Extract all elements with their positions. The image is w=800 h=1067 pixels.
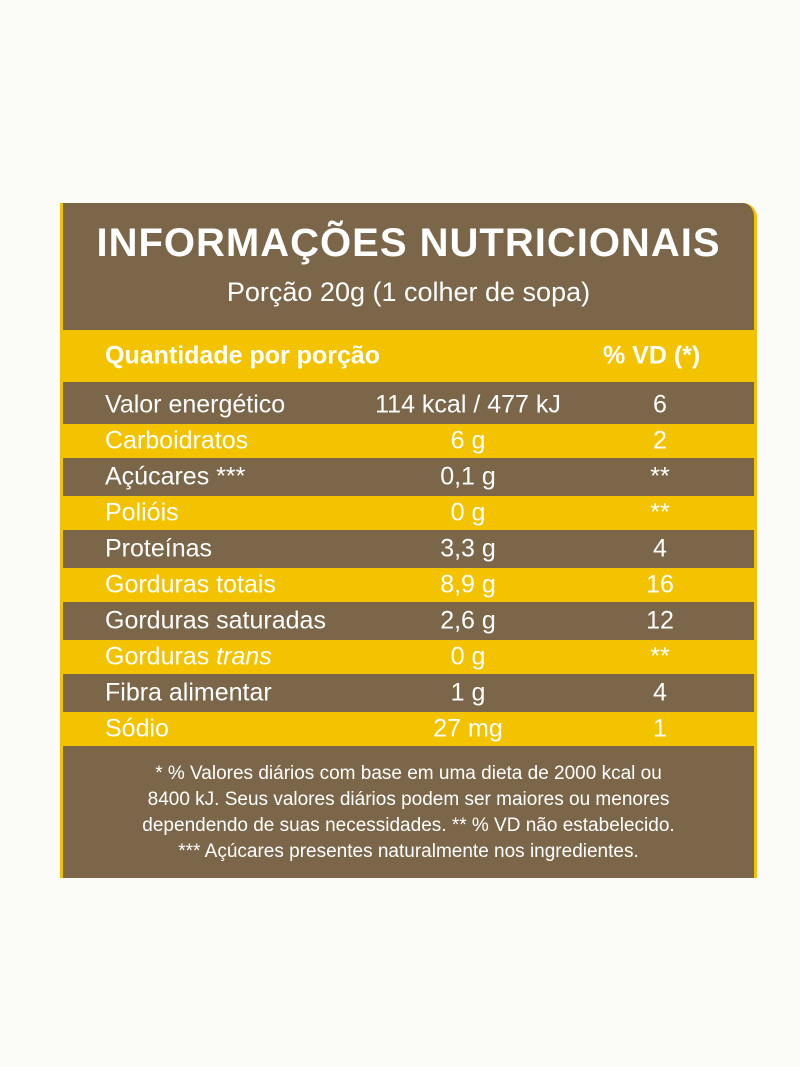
row-amount: 2,6 g xyxy=(440,606,496,635)
table-row: Carboidratos 6 g 2 xyxy=(63,424,754,458)
row-label: Fibra alimentar xyxy=(105,678,272,707)
row-dv: ** xyxy=(650,642,670,671)
row-label: Proteínas xyxy=(105,534,213,563)
nutrition-panel: INFORMAÇÕES NUTRICIONAIS Porção 20g (1 c… xyxy=(60,203,757,878)
row-dv: 4 xyxy=(653,678,667,707)
table-row: Fibra alimentar 1 g 4 xyxy=(63,676,754,710)
header-row: Quantidade por porção % VD (*) xyxy=(63,330,754,382)
table-row: Gorduras totais 8,9 g 16 xyxy=(63,568,754,602)
row-dv: 16 xyxy=(646,570,674,599)
row-label: Açúcares *** xyxy=(105,462,246,491)
row-dv: ** xyxy=(650,498,670,527)
table-row: Gorduras saturadas 2,6 g 12 xyxy=(63,604,754,638)
row-label: Gorduras totais xyxy=(105,570,276,599)
footnote-line: * % Valores diários com base em uma diet… xyxy=(155,763,662,784)
table-row: Sódio 27 mg 1 xyxy=(63,712,754,746)
row-label: Valor energético xyxy=(105,390,286,419)
table-row: Polióis 0 g ** xyxy=(63,496,754,530)
row-dv: 6 xyxy=(653,390,667,419)
row-label: Carboidratos xyxy=(105,426,249,455)
table-row: Proteínas 3,3 g 4 xyxy=(63,532,754,566)
row-label-italic: trans xyxy=(216,642,272,671)
column-header: Quantidade por porção xyxy=(105,341,381,370)
row-dv: 4 xyxy=(653,534,667,563)
row-label: Sódio xyxy=(105,714,169,743)
footnote-line: dependendo de suas necessidades. ** % VD… xyxy=(142,815,675,836)
footnote-line: *** Açúcares presentes naturalmente nos … xyxy=(178,841,639,862)
column-header: % VD (*) xyxy=(603,341,701,370)
row-dv: 1 xyxy=(653,714,667,743)
row-label: Gorduras trans xyxy=(105,642,272,671)
table-row: Valor energético 114 kcal / 477 kJ 6 xyxy=(63,388,754,422)
row-dv: 2 xyxy=(653,426,667,455)
row-label: Gorduras saturadas xyxy=(105,606,326,635)
row-label: Polióis xyxy=(105,498,179,527)
row-amount: 0 g xyxy=(450,642,486,671)
row-amount: 1 g xyxy=(450,678,486,707)
title: INFORMAÇÕES NUTRICIONAIS xyxy=(96,221,721,265)
row-dv: 12 xyxy=(646,606,674,635)
table-row: Gorduras trans 0 g ** xyxy=(63,640,754,674)
row-amount: 0,1 g xyxy=(440,462,496,491)
row-amount: 114 kcal / 477 kJ xyxy=(375,390,561,419)
row-amount: 27 mg xyxy=(433,714,503,743)
row-amount: 8,9 g xyxy=(440,570,496,599)
row-dv: ** xyxy=(650,462,670,491)
footnote-line: 8400 kJ. Seus valores diários podem ser … xyxy=(147,789,670,810)
row-amount: 3,3 g xyxy=(440,534,496,563)
row-amount: 0 g xyxy=(450,498,486,527)
table-row: Açúcares *** 0,1 g ** xyxy=(63,460,754,494)
subtitle: Porção 20g (1 colher de sopa) xyxy=(226,277,591,307)
row-amount: 6 g xyxy=(450,426,486,455)
